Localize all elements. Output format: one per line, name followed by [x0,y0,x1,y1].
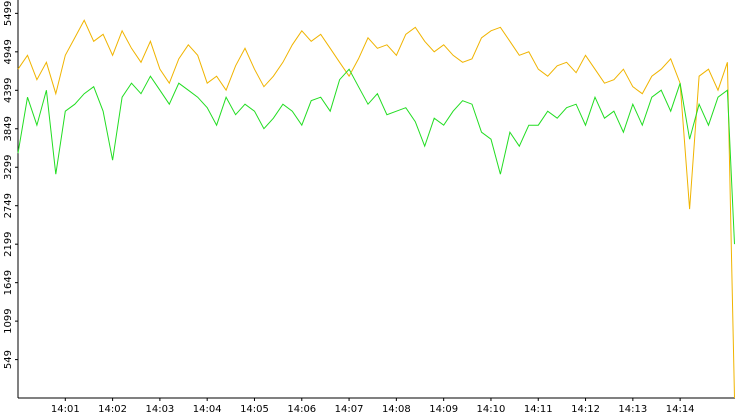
y-tick-label: 1649 [3,270,14,295]
y-tick-label: 4949 [3,39,14,64]
x-tick-label: 14:05 [240,404,269,415]
x-tick-label: 14:12 [571,404,600,415]
y-tick-label: 2749 [3,193,14,218]
x-tick-label: 14:13 [618,404,647,415]
x-tick-label: 14:04 [193,404,222,415]
x-tick-label: 14:02 [98,404,127,415]
x-tick-label: 14:01 [51,404,80,415]
x-tick-label: 14:06 [287,404,316,415]
y-tick-label: 5499 [3,1,14,26]
y-tick-label: 4399 [3,78,14,103]
x-tick-label: 14:07 [335,404,364,415]
x-tick-label: 14:14 [666,404,695,415]
y-tick-label: 3849 [3,116,14,141]
x-tick-label: 14:03 [145,404,174,415]
y-tick-label: 2199 [3,231,14,256]
series-line [17,68,735,245]
series-line [17,19,735,399]
y-tick-label: 1099 [3,308,14,333]
y-tick-label: 549 [3,350,14,369]
x-tick-label: 14:10 [477,404,506,415]
x-tick-label: 14:08 [382,404,411,415]
x-tick-label: 14:09 [429,404,458,415]
x-tick-label: 14:11 [524,404,553,415]
y-tick-label: 3299 [3,155,14,180]
